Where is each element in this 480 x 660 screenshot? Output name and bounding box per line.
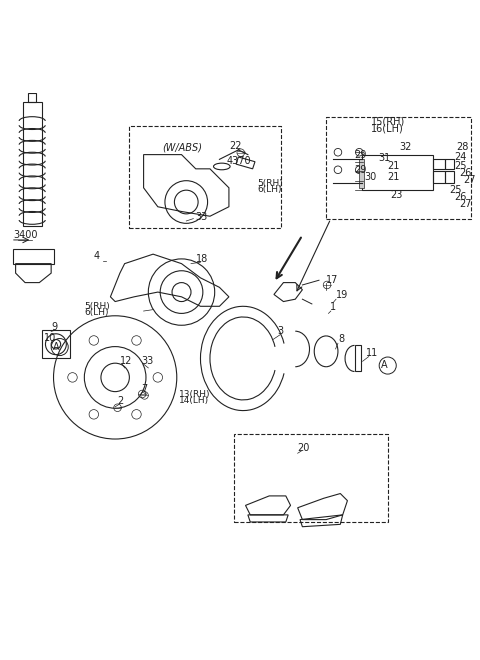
Text: 4: 4 (94, 251, 100, 261)
Text: 24: 24 (454, 152, 467, 162)
Bar (42, 330, 70, 358)
Text: 31: 31 (378, 153, 391, 163)
Text: 11: 11 (366, 348, 379, 358)
Text: 29: 29 (355, 166, 367, 176)
Bar (444, 159, 454, 169)
Bar (433, 159, 444, 169)
Bar (234, 434, 388, 522)
Text: 20: 20 (298, 444, 310, 453)
Text: 15(RH): 15(RH) (371, 116, 406, 126)
Text: 7: 7 (141, 384, 147, 394)
Text: 13(RH): 13(RH) (179, 390, 211, 399)
Text: 6(LH): 6(LH) (84, 308, 109, 317)
Text: 1: 1 (330, 302, 336, 312)
Bar (444, 171, 454, 183)
Text: 5(RH): 5(RH) (257, 179, 283, 188)
Text: 23: 23 (390, 190, 402, 200)
Text: 6(LH): 6(LH) (257, 185, 282, 195)
Text: 32: 32 (399, 143, 412, 152)
Text: A: A (381, 360, 387, 370)
Text: 14(LH): 14(LH) (179, 397, 209, 405)
Text: 27: 27 (459, 199, 471, 209)
Text: 30: 30 (364, 172, 376, 182)
Text: 33: 33 (141, 356, 154, 366)
Text: 3400: 3400 (13, 230, 38, 240)
Text: 17: 17 (326, 275, 338, 285)
Text: 26: 26 (454, 192, 467, 202)
Text: 18: 18 (196, 253, 208, 263)
Bar (433, 171, 444, 183)
Text: 29: 29 (355, 150, 367, 160)
Text: 25: 25 (454, 161, 467, 171)
Text: 28: 28 (456, 143, 469, 152)
Bar (355, 345, 361, 371)
Text: 4370: 4370 (227, 156, 251, 166)
Text: 12: 12 (120, 356, 132, 366)
Text: 19: 19 (336, 290, 348, 300)
Text: A: A (53, 342, 59, 352)
Text: 2: 2 (118, 396, 124, 406)
Text: 10: 10 (44, 333, 56, 343)
Text: 21: 21 (388, 172, 400, 182)
Text: 33: 33 (196, 212, 208, 222)
Text: 16(LH): 16(LH) (371, 123, 404, 133)
Text: 9: 9 (51, 322, 57, 333)
Text: 22: 22 (229, 141, 241, 151)
Text: 27: 27 (464, 176, 476, 185)
Text: 3: 3 (278, 326, 284, 336)
Bar (130, 126, 281, 228)
Bar (326, 117, 471, 218)
Text: 8: 8 (338, 334, 344, 345)
Bar (359, 159, 364, 188)
Text: 21: 21 (388, 161, 400, 171)
Text: 5(RH): 5(RH) (84, 302, 110, 311)
Text: 25: 25 (449, 185, 462, 195)
Text: (W/ABS): (W/ABS) (163, 143, 203, 152)
Text: 26: 26 (459, 168, 471, 178)
